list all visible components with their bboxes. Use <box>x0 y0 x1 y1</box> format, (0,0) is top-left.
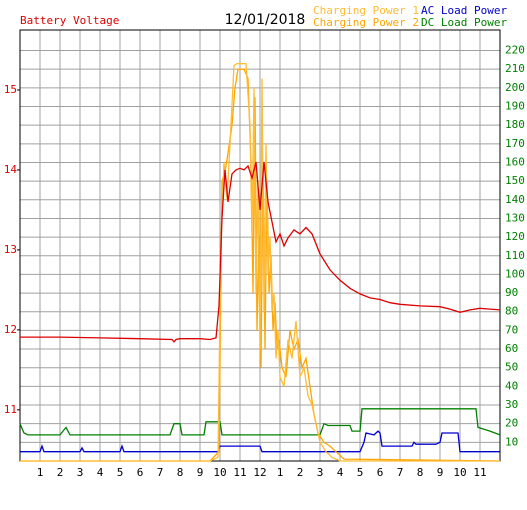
series-line <box>20 430 500 453</box>
x-tick-label: 2 <box>297 466 304 479</box>
x-tick-label: 10 <box>453 466 466 479</box>
y2-tick-label: 130 <box>505 211 525 224</box>
legend-label: Charging Power 2 <box>313 16 419 29</box>
y2-tick-label: 60 <box>505 342 518 355</box>
y-tick-label: 13 <box>4 243 17 256</box>
x-tick-label: 8 <box>417 466 424 479</box>
y2-tick-label: 10 <box>505 435 518 448</box>
series-line <box>20 62 500 462</box>
y2-tick-label: 200 <box>505 81 525 94</box>
y2-tick-label: 30 <box>505 398 518 411</box>
y2-tick-label: 100 <box>505 267 525 280</box>
series-line <box>20 161 501 343</box>
x-tick-label: 7 <box>397 466 404 479</box>
legend-label: Battery Voltage <box>20 14 119 27</box>
y-tick-label: 14 <box>4 163 18 176</box>
y2-tick-label: 180 <box>505 118 525 131</box>
y-tick-label: 12 <box>4 323 17 336</box>
y2-tick-label: 80 <box>505 305 518 318</box>
y2-tick-label: 190 <box>505 99 525 112</box>
legend-label: DC Load Power <box>421 16 507 29</box>
plot-frame <box>19 29 501 462</box>
y2-tick-label: 160 <box>505 155 525 168</box>
series-line <box>20 68 501 462</box>
y2-tick-label: 170 <box>505 137 525 150</box>
y2-tick-label: 40 <box>505 379 518 392</box>
x-tick-label: 11 <box>473 466 486 479</box>
y2-tick-label: 50 <box>505 361 518 374</box>
y-tick-label: 11 <box>4 403 17 416</box>
y-tick-label: 15 <box>4 83 17 96</box>
x-tick-label: 1 <box>37 466 44 479</box>
y2-tick-label: 110 <box>505 249 525 262</box>
x-tick-label: 3 <box>77 466 84 479</box>
y2-tick-label: 90 <box>505 286 518 299</box>
series-line <box>19 408 501 436</box>
x-tick-label: 5 <box>357 466 364 479</box>
x-tick-label: 4 <box>337 466 344 479</box>
y2-tick-label: 70 <box>505 323 518 336</box>
y2-tick-label: 210 <box>505 62 525 75</box>
y2-tick-label: 140 <box>505 193 525 206</box>
x-tick-label: 6 <box>377 466 384 479</box>
y2-tick-label: 150 <box>505 174 525 187</box>
x-tick-label: 3 <box>317 466 324 479</box>
legend-label: Charging Power 1 <box>313 4 419 17</box>
x-tick-label: 11 <box>233 466 246 479</box>
chart-title: 12/01/2018 <box>225 12 306 28</box>
x-tick-label: 10 <box>213 466 226 479</box>
y2-tick-label: 120 <box>505 230 525 243</box>
x-tick-label: 2 <box>57 466 64 479</box>
legend-label: AC Load Power <box>421 4 507 17</box>
x-tick-label: 7 <box>157 466 164 479</box>
y2-tick-label: 220 <box>505 44 525 57</box>
x-tick-label: 4 <box>97 466 104 479</box>
x-tick-label: 6 <box>137 466 144 479</box>
x-tick-label: 1 <box>277 466 284 479</box>
x-tick-label: 12 <box>253 466 266 479</box>
x-tick-label: 8 <box>177 466 184 479</box>
x-tick-label: 9 <box>437 466 444 479</box>
x-tick-label: 9 <box>197 466 204 479</box>
x-tick-label: 5 <box>117 466 124 479</box>
y2-tick-label: 20 <box>505 417 518 430</box>
